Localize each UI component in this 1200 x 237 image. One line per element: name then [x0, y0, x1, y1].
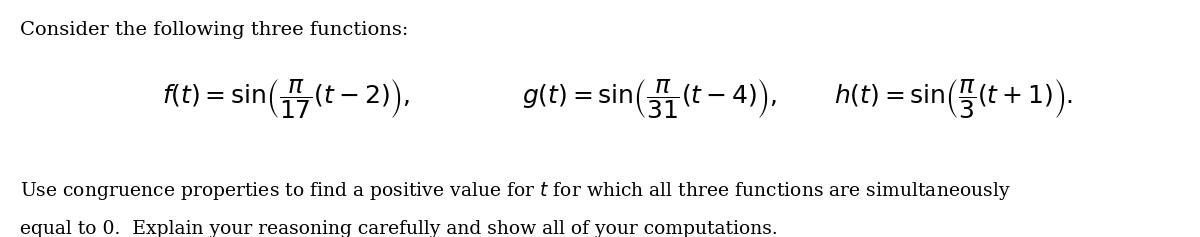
Text: $g(t) = \sin\!\left(\dfrac{\pi}{31}(t-4)\right),$: $g(t) = \sin\!\left(\dfrac{\pi}{31}(t-4)… — [522, 78, 778, 121]
Text: $f(t) = \sin\!\left(\dfrac{\pi}{17}(t-2)\right),$: $f(t) = \sin\!\left(\dfrac{\pi}{17}(t-2)… — [162, 78, 410, 121]
Text: $h(t) = \sin\!\left(\dfrac{\pi}{3}(t+1)\right).$: $h(t) = \sin\!\left(\dfrac{\pi}{3}(t+1)\… — [834, 78, 1073, 121]
Text: Use congruence properties to find a positive value for $t$ for which all three f: Use congruence properties to find a posi… — [20, 180, 1012, 202]
Text: Consider the following three functions:: Consider the following three functions: — [20, 21, 409, 39]
Text: equal to 0.  Explain your reasoning carefully and show all of your computations.: equal to 0. Explain your reasoning caref… — [20, 220, 778, 237]
